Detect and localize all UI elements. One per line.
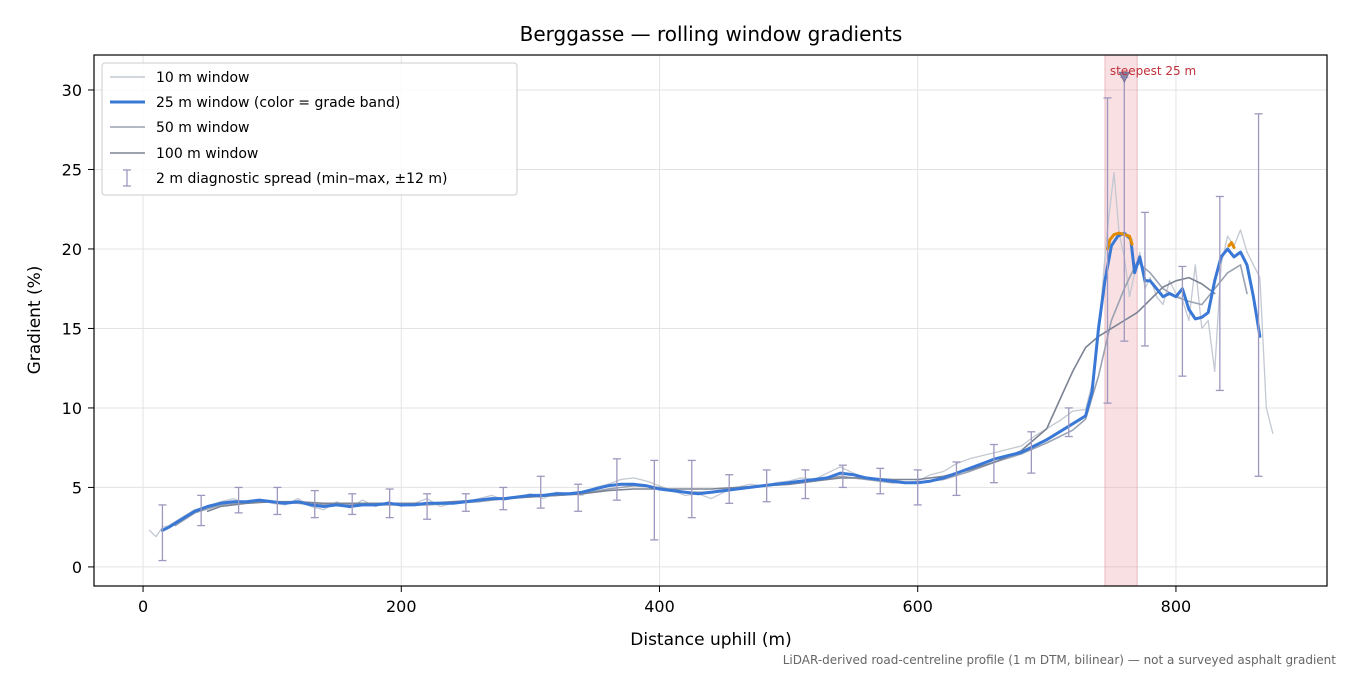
error-bars bbox=[158, 76, 1263, 562]
steepest-label: steepest 25 m bbox=[1110, 64, 1196, 78]
error-bar-20 bbox=[913, 469, 922, 506]
steepest-marker bbox=[1118, 71, 1130, 84]
x-tick-label-0: 0 bbox=[138, 597, 148, 616]
legend-label-50m: 50 m window bbox=[156, 120, 249, 136]
error-bar-25 bbox=[1103, 97, 1112, 404]
error-bar-15 bbox=[725, 474, 734, 504]
error-bar-4 bbox=[310, 489, 319, 519]
x-axis-ticks: 0 200 400 600 800 bbox=[138, 586, 1191, 616]
y-tick-label-30: 30 bbox=[62, 81, 82, 100]
error-bar-16 bbox=[762, 469, 771, 503]
steep-segment-0 bbox=[1106, 231, 1134, 251]
y-tick-label-20: 20 bbox=[62, 240, 82, 259]
series-line-0 bbox=[148, 171, 1274, 538]
y-tick-label-5: 5 bbox=[72, 478, 82, 497]
y-tick-label-25: 25 bbox=[62, 160, 82, 179]
error-bar-14 bbox=[687, 459, 696, 519]
error-bar-12 bbox=[612, 458, 621, 501]
error-bar-0 bbox=[158, 504, 167, 562]
error-bar-10 bbox=[536, 475, 545, 509]
legend-label-100m: 100 m window bbox=[156, 146, 258, 162]
error-bar-27 bbox=[1140, 211, 1149, 347]
chart-title: Berggasse — rolling window gradients bbox=[520, 22, 903, 46]
legend: 10 m window 25 m window (color = grade b… bbox=[101, 62, 518, 196]
footnote: LiDAR-derived road-centreline profile (1… bbox=[783, 653, 1337, 667]
steepest-highlight bbox=[1104, 54, 1138, 587]
error-bar-7 bbox=[423, 493, 432, 520]
steepest-band bbox=[1104, 54, 1138, 587]
legend-label-25m: 25 m window (color = grade band) bbox=[156, 95, 400, 111]
error-bar-8 bbox=[461, 493, 470, 512]
y-axis-ticks: 0 5 10 15 20 25 30 bbox=[62, 81, 94, 577]
error-bar-24 bbox=[1064, 407, 1073, 438]
error-bar-5 bbox=[348, 493, 357, 516]
series-line-1 bbox=[160, 231, 1262, 532]
series-lines bbox=[148, 171, 1274, 538]
error-bar-17 bbox=[801, 469, 810, 500]
y-tick-label-15: 15 bbox=[62, 319, 82, 338]
error-bar-13 bbox=[650, 459, 659, 541]
x-tick-label-600: 600 bbox=[902, 597, 933, 616]
error-bar-18 bbox=[838, 464, 847, 489]
error-bar-3 bbox=[273, 486, 282, 516]
y-tick-label-0: 0 bbox=[72, 558, 82, 577]
y-tick-label-10: 10 bbox=[62, 399, 82, 418]
legend-box bbox=[101, 62, 518, 196]
series-line-3 bbox=[206, 276, 1216, 513]
error-bar-22 bbox=[989, 443, 998, 484]
series-line-2 bbox=[174, 260, 1248, 527]
error-bar-21 bbox=[952, 461, 961, 497]
y-axis-label: Gradient (%) bbox=[25, 266, 45, 375]
x-tick-label-800: 800 bbox=[1161, 597, 1192, 616]
error-bar-19 bbox=[876, 467, 885, 495]
x-axis-label: Distance uphill (m) bbox=[630, 630, 791, 650]
legend-label-errorbar: 2 m diagnostic spread (min–max, ±12 m) bbox=[156, 171, 447, 187]
x-tick-label-400: 400 bbox=[644, 597, 675, 616]
error-bar-9 bbox=[499, 486, 508, 511]
error-bar-23 bbox=[1027, 431, 1036, 474]
plot-frame bbox=[93, 54, 1328, 587]
error-bar-11 bbox=[574, 483, 583, 512]
error-bar-30 bbox=[1254, 113, 1263, 477]
error-bar-6 bbox=[385, 488, 394, 519]
error-bar-28 bbox=[1178, 265, 1187, 377]
legend-swatch-errorbar bbox=[123, 169, 131, 187]
legend-label-10m: 10 m window bbox=[156, 70, 249, 86]
error-bar-29 bbox=[1215, 195, 1224, 392]
steep-segment-1 bbox=[1227, 241, 1236, 249]
error-bar-1 bbox=[197, 494, 206, 527]
error-bar-2 bbox=[234, 486, 243, 514]
annotation-layer: steepest 25 m bbox=[1110, 64, 1196, 84]
x-tick-label-200: 200 bbox=[386, 597, 417, 616]
